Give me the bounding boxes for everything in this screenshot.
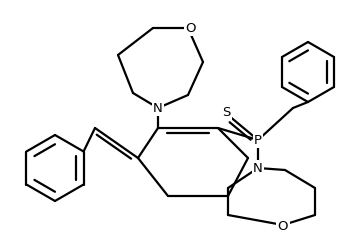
Text: P: P bbox=[254, 134, 262, 147]
Text: S: S bbox=[222, 106, 230, 119]
Text: N: N bbox=[153, 101, 163, 114]
Text: O: O bbox=[278, 220, 288, 233]
Text: N: N bbox=[253, 162, 263, 174]
Text: O: O bbox=[186, 21, 196, 35]
